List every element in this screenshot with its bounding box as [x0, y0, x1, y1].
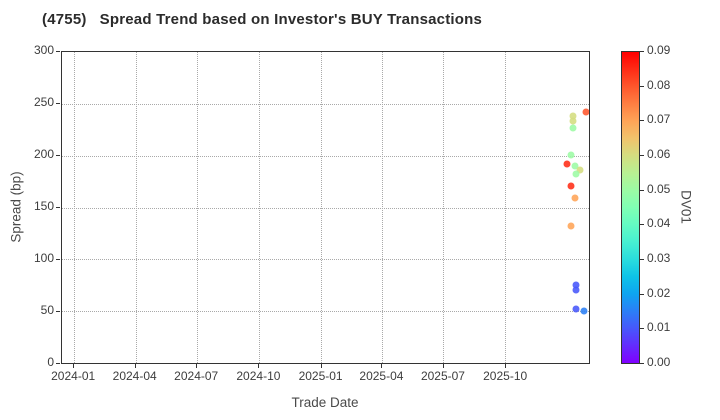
colorbar-tick-label: 0.07 — [647, 112, 671, 127]
x-tick-label: 2024-10 — [236, 369, 281, 383]
data-point — [576, 166, 584, 174]
y-tick-mark — [56, 103, 60, 104]
chart-title: (4755) Spread Trend based on Investor's … — [42, 11, 483, 28]
x-tick-label: 2025-04 — [359, 369, 404, 383]
colorbar-tick-label: 0.03 — [647, 251, 671, 265]
y-gridline — [62, 311, 589, 313]
x-axis-label: Trade Date — [291, 395, 359, 410]
colorbar-tick-mark — [640, 155, 644, 156]
x-tick-label: 2024-07 — [174, 369, 219, 383]
x-tick-mark — [258, 364, 260, 368]
y-gridline — [62, 259, 589, 261]
data-point — [563, 160, 571, 168]
colorbar-tick-mark — [640, 120, 644, 122]
data-point — [572, 286, 580, 294]
colorbar-tick-mark — [640, 224, 644, 226]
data-point — [569, 112, 577, 120]
colorbar-tick-label: 0.04 — [647, 216, 671, 231]
colorbar-tick-mark — [640, 259, 644, 260]
data-point — [572, 281, 580, 289]
x-tick-label: 2025-07 — [420, 369, 465, 383]
x-tick-label: 2025-10 — [483, 369, 528, 383]
colorbar-tick-mark — [640, 293, 644, 295]
y-gridline — [62, 207, 589, 209]
y-gridline — [62, 155, 589, 157]
y-tick-label: 150 — [33, 199, 54, 213]
colorbar-tick-label: 0.05 — [647, 181, 671, 196]
colorbar-tick-mark — [640, 363, 644, 364]
data-point — [572, 170, 580, 178]
data-point — [569, 117, 577, 125]
y-tick-mark — [56, 311, 60, 312]
y-tick-label: 0 — [47, 355, 54, 369]
colorbar-tick-label: 0.08 — [647, 77, 671, 92]
colorbar-tick-label: 0.09 — [647, 43, 671, 57]
data-point — [580, 307, 588, 315]
y-tick-label: 50 — [40, 303, 54, 317]
data-point — [567, 182, 575, 190]
x-tick-mark — [505, 364, 507, 368]
plot-area — [61, 51, 590, 364]
x-tick-label: 2025-01 — [298, 369, 343, 383]
colorbar-tick-label: 0.00 — [647, 355, 671, 369]
y-gridline — [62, 103, 589, 105]
y-tick-label: 300 — [33, 43, 54, 57]
y-tick-mark — [56, 363, 60, 364]
data-point — [582, 108, 589, 116]
y-tick-label: 200 — [33, 147, 54, 161]
y-tick-mark — [56, 207, 60, 208]
data-point — [567, 151, 575, 159]
y-tick-mark — [56, 155, 60, 156]
x-tick-label: 2024-01 — [51, 369, 96, 383]
y-tick-label: 100 — [33, 251, 54, 265]
data-point — [571, 162, 579, 170]
colorbar-tick-label: 0.06 — [647, 147, 671, 161]
colorbar-tick-label: 0.02 — [647, 285, 671, 300]
x-tick-mark — [73, 364, 75, 368]
colorbar — [621, 51, 640, 364]
colorbar-tick-label: 0.01 — [647, 320, 671, 335]
x-tick-mark — [134, 364, 136, 368]
colorbar-tick-mark — [640, 189, 644, 191]
data-point — [569, 124, 577, 132]
data-point — [571, 194, 579, 202]
x-tick-mark — [320, 364, 322, 368]
data-point — [572, 305, 580, 313]
colorbar-tick-mark — [640, 328, 644, 330]
y-tick-label: 250 — [33, 95, 54, 109]
x-tick-mark — [381, 364, 383, 368]
x-tick-label: 2024-04 — [112, 369, 157, 383]
y-tick-mark — [56, 51, 60, 52]
data-point — [567, 222, 575, 230]
y-tick-mark — [56, 259, 60, 260]
x-tick-mark — [442, 364, 444, 368]
colorbar-tick-mark — [640, 85, 644, 87]
x-tick-mark — [196, 364, 198, 368]
colorbar-label: DV01 — [678, 190, 694, 224]
colorbar-tick-mark — [640, 51, 644, 52]
